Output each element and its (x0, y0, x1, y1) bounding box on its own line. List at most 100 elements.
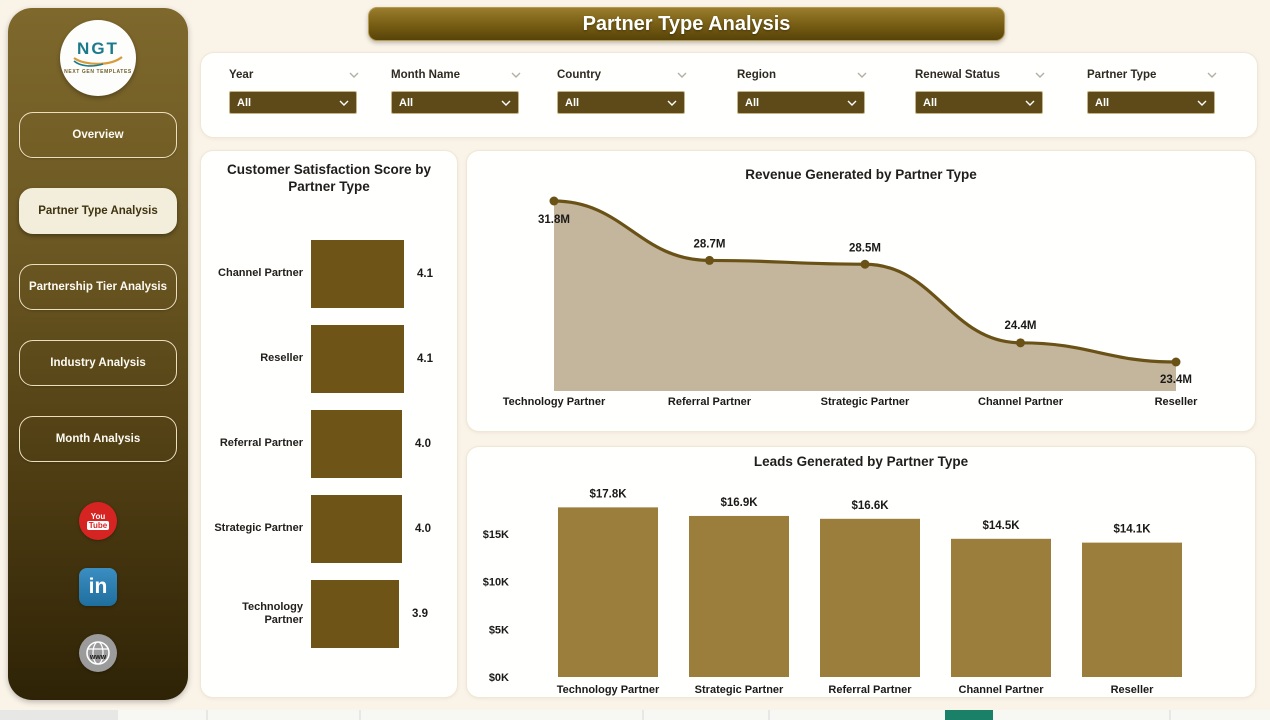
bar[interactable] (311, 579, 399, 648)
x-axis-label: Strategic Partner (695, 684, 784, 696)
filter-renewal-status: Renewal Status All (915, 67, 1045, 114)
category-label: Strategic Partner (214, 522, 303, 534)
filter-region-dropdown[interactable]: All (737, 91, 865, 114)
chevron-down-icon (511, 72, 521, 78)
satisfaction-row-technology-partner: Technology Partner 3.9 (201, 571, 457, 656)
page-tab[interactable] (118, 710, 206, 720)
scroll-thumb[interactable] (945, 710, 993, 720)
youtube-icon[interactable]: You Tube (79, 502, 117, 540)
sidebar: NGT NEXT GEN TEMPLATES Overview Partner T… (8, 8, 188, 700)
filter-label: Region (737, 69, 776, 81)
page-title: Partner Type Analysis (368, 7, 1005, 41)
sidebar-item-overview[interactable]: Overview (19, 112, 177, 158)
page-tab[interactable] (986, 710, 1169, 720)
value-label: $16.6K (851, 500, 889, 512)
category-label: Channel Partner (218, 267, 303, 279)
page-navigation-strip[interactable] (0, 710, 1270, 720)
logo-swoosh-icon (73, 55, 123, 67)
y-axis-tick: $10K (483, 577, 509, 589)
value-label: 31.8M (538, 214, 570, 226)
filter-region: Region All (737, 67, 867, 114)
website-globe-icon[interactable]: www (79, 634, 117, 672)
page-tab[interactable] (1171, 710, 1270, 720)
x-axis-label: Reseller (1155, 396, 1199, 408)
filter-month-name-dropdown[interactable]: All (391, 91, 519, 114)
satisfaction-bars: Channel Partner 4.1 Reseller 4.1 Referral Pa… (201, 231, 457, 656)
x-axis-label: Strategic Partner (821, 396, 910, 408)
bar-reseller[interactable] (1082, 542, 1182, 677)
value-label: 28.5M (849, 242, 881, 254)
data-point-technology-partner[interactable] (549, 196, 559, 206)
x-axis-label: Referral Partner (668, 396, 752, 408)
page-tab[interactable] (208, 710, 359, 720)
filter-renewal-status-dropdown[interactable]: All (915, 91, 1043, 114)
satisfaction-row-channel-partner: Channel Partner 4.1 (201, 231, 457, 316)
data-point-reseller[interactable] (1171, 357, 1181, 367)
chevron-down-icon (667, 100, 677, 106)
youtube-text: You (90, 512, 106, 521)
chevron-down-icon (1197, 100, 1207, 106)
x-axis-label: Channel Partner (959, 684, 1045, 696)
leads-chart-card: Leads Generated by Partner Type $0K $5K $1… (466, 446, 1256, 698)
svg-text:www: www (89, 654, 107, 661)
filter-country-dropdown[interactable]: All (557, 91, 685, 114)
value-label: 4.1 (417, 352, 433, 365)
data-point-strategic-partner[interactable] (860, 259, 870, 269)
logo-subtext: NEXT GEN TEMPLATES (64, 68, 132, 75)
value-label: 4.1 (417, 267, 433, 280)
value-label: $14.5K (982, 520, 1020, 532)
page-tab[interactable] (770, 710, 984, 720)
sidebar-item-month-analysis[interactable]: Month Analysis (19, 416, 177, 462)
satisfaction-chart-card: Customer Satisfaction Score by Partner T… (200, 150, 458, 698)
filter-selected-value: All (565, 96, 580, 109)
satisfaction-row-reseller: Reseller 4.1 (201, 316, 457, 401)
y-axis-tick: $0K (489, 672, 509, 684)
category-label: Reseller (260, 352, 303, 364)
chevron-down-icon (1025, 100, 1035, 106)
bar[interactable] (311, 494, 402, 563)
ngt-logo: NGT NEXT GEN TEMPLATES (60, 20, 136, 96)
filter-label: Partner Type (1087, 69, 1157, 81)
chevron-down-icon (339, 100, 349, 106)
bar[interactable] (311, 409, 402, 478)
filter-label: Year (229, 69, 254, 81)
sidebar-item-industry-analysis[interactable]: Industry Analysis (19, 340, 177, 386)
globe-glyph: www (86, 641, 110, 665)
chevron-down-icon (857, 72, 867, 78)
value-label: 24.4M (1005, 320, 1037, 332)
filter-partner-type-dropdown[interactable]: All (1087, 91, 1215, 114)
filter-year-dropdown[interactable]: All (229, 91, 357, 114)
y-axis-tick: $15K (483, 529, 509, 541)
area-fill (554, 201, 1176, 391)
filter-selected-value: All (923, 96, 938, 109)
revenue-chart-title: Revenue Generated by Partner Type (745, 167, 977, 182)
data-point-channel-partner[interactable] (1016, 338, 1025, 348)
youtube-text2: Tube (86, 521, 110, 530)
bar-technology-partner[interactable] (558, 507, 658, 677)
bar-channel-partner[interactable] (951, 538, 1051, 677)
sidebar-item-partnership-tier-analysis[interactable]: Partnership Tier Analysis (19, 264, 177, 310)
bar[interactable] (311, 239, 404, 308)
category-label: Referral Partner (219, 437, 303, 449)
x-axis-label: Channel Partner (978, 396, 1064, 408)
leads-bar-chart[interactable]: $0K $5K $10K $15K $17.8K Technology Partner $1… (467, 447, 1257, 699)
bar-referral-partner[interactable] (820, 518, 920, 677)
sidebar-item-partner-type-analysis[interactable]: Partner Type Analysis (19, 188, 177, 234)
bar-strategic-partner[interactable] (689, 515, 789, 677)
chevron-down-icon (501, 100, 511, 106)
page-tab[interactable] (644, 710, 768, 720)
linkedin-icon[interactable]: in (79, 568, 117, 606)
filter-label: Country (557, 69, 602, 81)
satisfaction-chart-title: Customer Satisfaction Score by Partner T… (226, 162, 432, 194)
data-point-referral-partner[interactable] (705, 255, 714, 265)
leads-chart-title: Leads Generated by Partner Type (753, 454, 969, 469)
page-tab[interactable] (361, 710, 642, 720)
revenue-area-chart[interactable]: 31.8M Technology Partner 28.7M Referral Par… (467, 151, 1257, 433)
satisfaction-row-referral-partner: Referral Partner 4.0 (201, 401, 457, 486)
value-label: 23.4M (1160, 374, 1192, 386)
category-label: Technology Partner (242, 600, 303, 626)
value-label: 4.0 (415, 522, 431, 535)
bar[interactable] (311, 324, 404, 393)
value-label: $16.9K (720, 497, 758, 509)
chevron-down-icon (677, 72, 687, 78)
